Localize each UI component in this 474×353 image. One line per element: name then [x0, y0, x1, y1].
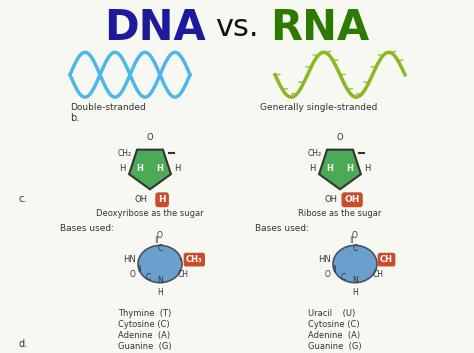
Text: H: H: [174, 164, 181, 173]
Text: C: C: [145, 273, 151, 282]
Text: Cytosine (C): Cytosine (C): [118, 320, 170, 329]
Text: C: C: [352, 244, 357, 253]
Text: OH: OH: [345, 195, 360, 204]
Text: OH: OH: [325, 195, 337, 204]
Text: CH: CH: [380, 255, 393, 264]
Text: CH₂: CH₂: [117, 149, 131, 158]
Text: Adenine  (A): Adenine (A): [118, 331, 170, 340]
Text: Double-stranded: Double-stranded: [70, 103, 146, 112]
Text: Bases used:: Bases used:: [60, 224, 114, 233]
Text: HN: HN: [318, 255, 331, 264]
Text: N: N: [157, 276, 163, 285]
Text: ‖: ‖: [332, 265, 336, 273]
Text: Ribose as the sugar: Ribose as the sugar: [298, 209, 382, 218]
Text: OH: OH: [135, 195, 148, 204]
Text: C: C: [157, 244, 163, 253]
Text: CH: CH: [178, 270, 189, 280]
Text: Deoxyribose as the sugar: Deoxyribose as the sugar: [96, 209, 204, 218]
Text: H: H: [310, 164, 316, 173]
Text: b.: b.: [70, 113, 79, 122]
Text: d.: d.: [18, 339, 27, 349]
Text: N: N: [352, 276, 358, 285]
Text: vs.: vs.: [215, 13, 259, 42]
Text: O: O: [352, 232, 358, 240]
Text: ‖: ‖: [154, 237, 158, 244]
Text: ‖: ‖: [137, 265, 141, 273]
Text: H: H: [157, 288, 163, 297]
Text: Cytosine (C): Cytosine (C): [308, 320, 360, 329]
Text: H: H: [327, 164, 334, 173]
Text: DNA: DNA: [104, 7, 206, 49]
Text: CH: CH: [373, 270, 383, 280]
Text: Adenine  (A): Adenine (A): [308, 331, 360, 340]
Text: H: H: [365, 164, 371, 173]
Text: CH₂: CH₂: [307, 149, 321, 158]
Text: H: H: [119, 164, 126, 173]
Polygon shape: [129, 150, 171, 189]
Text: ‖: ‖: [349, 237, 353, 244]
Text: Bases used:: Bases used:: [255, 224, 309, 233]
Text: Uracil    (U): Uracil (U): [308, 309, 355, 318]
Ellipse shape: [138, 245, 182, 283]
Text: Guanine  (G): Guanine (G): [118, 342, 172, 351]
Text: H: H: [137, 164, 144, 173]
Text: CH₃: CH₃: [186, 255, 202, 264]
Text: H: H: [158, 195, 166, 204]
Text: O: O: [325, 270, 331, 280]
Text: O: O: [157, 232, 163, 240]
Text: Thymine  (T): Thymine (T): [118, 309, 171, 318]
Text: Generally single-stranded: Generally single-stranded: [260, 103, 377, 112]
Text: H: H: [156, 164, 164, 173]
Text: HN: HN: [123, 255, 136, 264]
Text: O: O: [337, 133, 343, 143]
Text: C: C: [340, 273, 346, 282]
Text: H: H: [352, 288, 358, 297]
Text: RNA: RNA: [270, 7, 370, 49]
Text: c.: c.: [18, 194, 27, 204]
Ellipse shape: [333, 245, 377, 283]
Text: O: O: [146, 133, 153, 143]
Text: H: H: [346, 164, 353, 173]
Text: O: O: [130, 270, 136, 280]
Text: Guanine  (G): Guanine (G): [308, 342, 362, 351]
Polygon shape: [319, 150, 361, 189]
